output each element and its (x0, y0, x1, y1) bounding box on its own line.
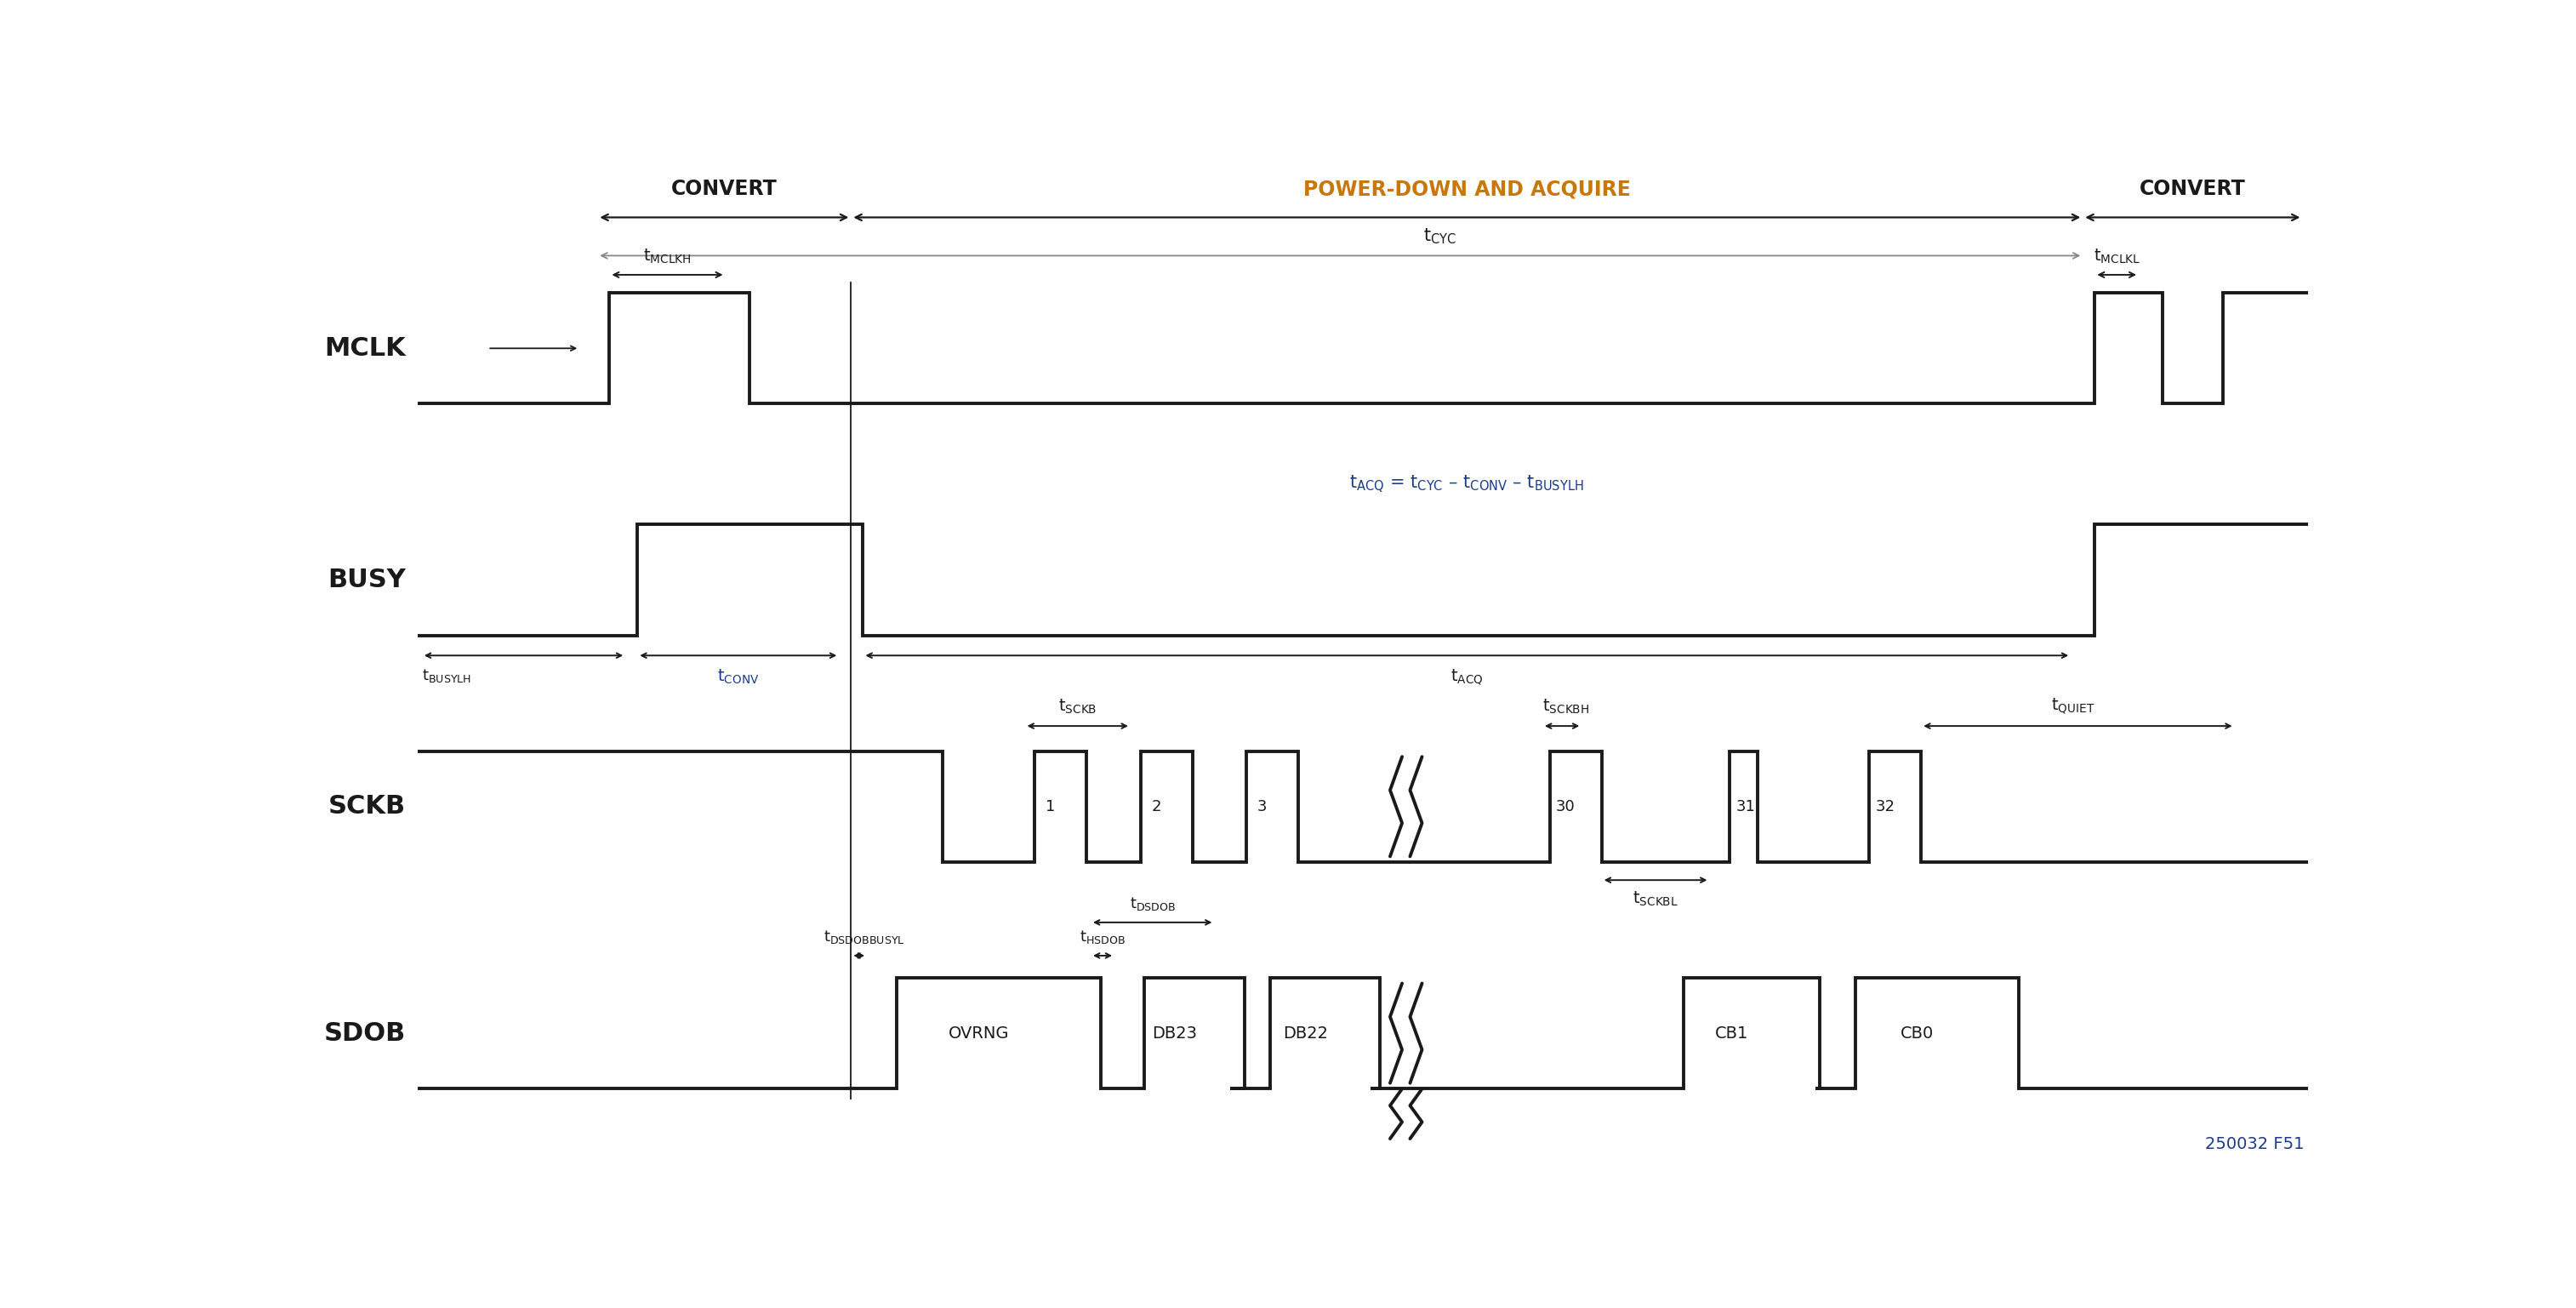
Text: CONVERT: CONVERT (672, 179, 778, 199)
Text: 3: 3 (1257, 799, 1267, 815)
Text: t$_{\mathregular{QUIET}}$: t$_{\mathregular{QUIET}}$ (2050, 697, 2094, 715)
Text: OVRNG: OVRNG (948, 1025, 1010, 1041)
Text: t$_{\mathregular{ACQ}}$ = t$_{\mathregular{CYC}}$ – t$_{\mathregular{CONV}}$ – t: t$_{\mathregular{ACQ}}$ = t$_{\mathregul… (1350, 473, 1584, 494)
Text: t$_{\mathregular{SCKBH}}$: t$_{\mathregular{SCKBH}}$ (1543, 697, 1589, 715)
Text: 31: 31 (1736, 799, 1754, 815)
Text: t$_{\mathregular{DSDOB}}$: t$_{\mathregular{DSDOB}}$ (1128, 895, 1175, 913)
Text: t$_{\mathregular{ACQ}}$: t$_{\mathregular{ACQ}}$ (1450, 667, 1484, 687)
Text: t$_{\mathregular{HSDOB}}$: t$_{\mathregular{HSDOB}}$ (1079, 929, 1126, 946)
Text: DB22: DB22 (1283, 1025, 1327, 1041)
Text: t$_{\mathregular{SCKB}}$: t$_{\mathregular{SCKB}}$ (1059, 697, 1097, 715)
Text: BUSY: BUSY (327, 568, 407, 593)
Text: SCKB: SCKB (327, 794, 407, 819)
Text: t$_{\mathregular{CONV}}$: t$_{\mathregular{CONV}}$ (716, 667, 760, 685)
Text: MCLK: MCLK (325, 336, 407, 361)
Text: t$_{\mathregular{BUSYLH}}$: t$_{\mathregular{BUSYLH}}$ (422, 667, 471, 684)
Text: 1: 1 (1046, 799, 1056, 815)
Text: t$_{\mathregular{SCKBL}}$: t$_{\mathregular{SCKBL}}$ (1633, 891, 1680, 908)
Text: t$_{\mathregular{MCLKH}}$: t$_{\mathregular{MCLKH}}$ (644, 247, 690, 266)
Text: CONVERT: CONVERT (2141, 179, 2246, 199)
Text: SDOB: SDOB (325, 1020, 407, 1045)
Text: t$_{\mathregular{MCLKL}}$: t$_{\mathregular{MCLKL}}$ (2094, 247, 2141, 266)
Text: 32: 32 (1875, 799, 1896, 815)
Text: CB1: CB1 (1716, 1025, 1749, 1041)
Text: t$_{\mathregular{DSDOBBUSYL}}$: t$_{\mathregular{DSDOBBUSYL}}$ (824, 929, 904, 946)
Text: DB23: DB23 (1151, 1025, 1198, 1041)
Text: 30: 30 (1556, 799, 1577, 815)
Text: t$_{\mathregular{CYC}}$: t$_{\mathregular{CYC}}$ (1425, 226, 1455, 246)
Text: CB0: CB0 (1901, 1025, 1935, 1041)
Text: 250032 F51: 250032 F51 (2205, 1135, 2306, 1152)
Text: 2: 2 (1151, 799, 1162, 815)
Text: POWER-DOWN AND ACQUIRE: POWER-DOWN AND ACQUIRE (1303, 179, 1631, 199)
